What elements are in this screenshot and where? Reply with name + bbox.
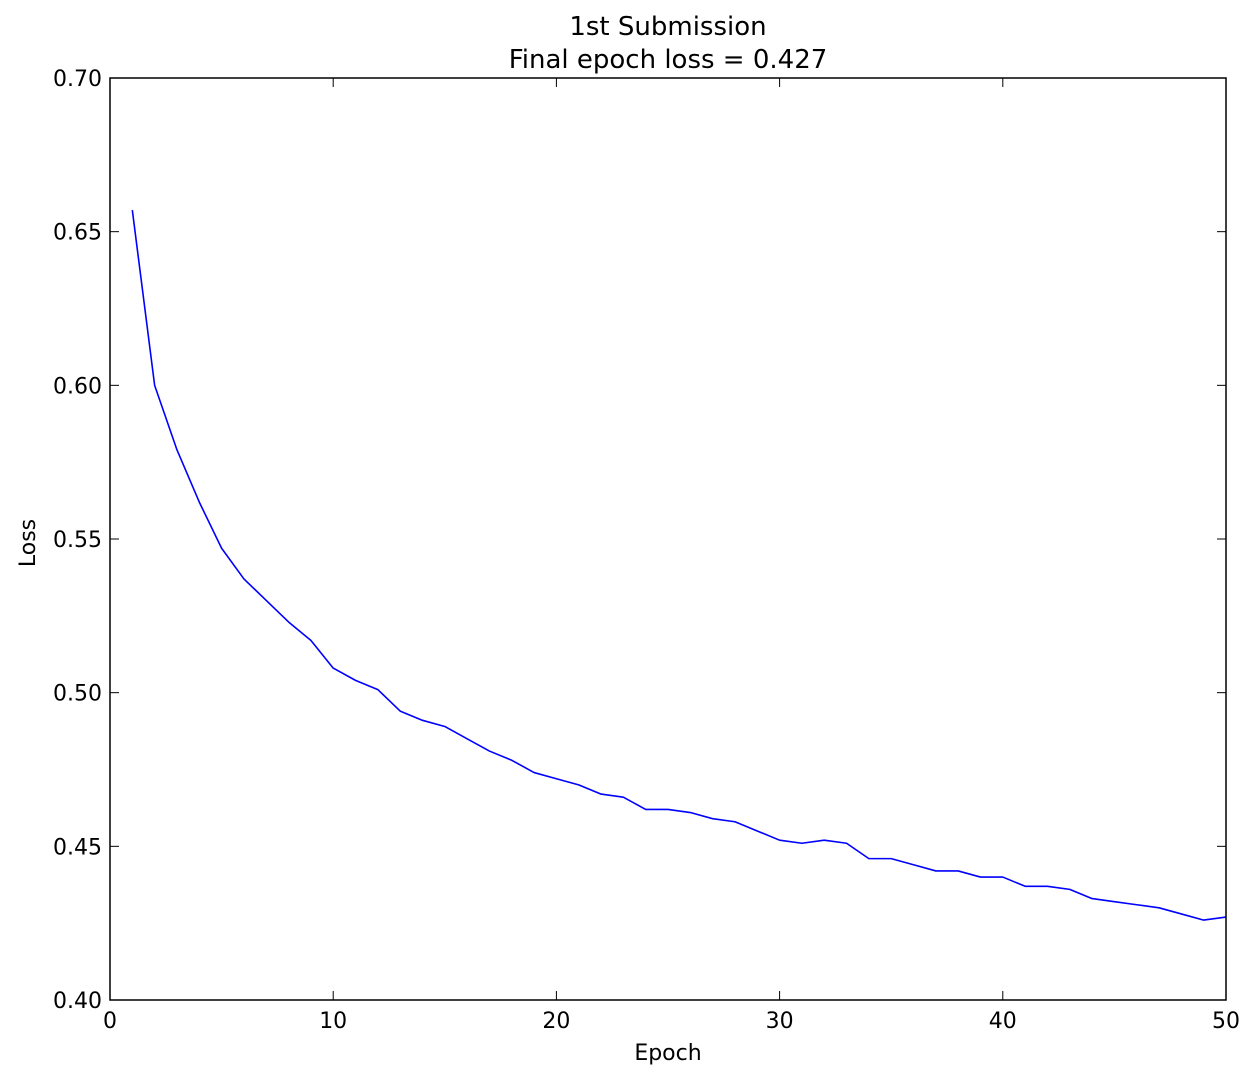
chart-subtitle: Final epoch loss = 0.427 [509,45,828,75]
series-line-0 [131,210,1227,921]
y-tick-label: 0.65 [53,221,102,246]
y-tick-label: 0.55 [53,528,102,553]
x-tick-label: 20 [542,1009,570,1034]
x-tick-label: 40 [989,1009,1017,1034]
y-tick-label: 0.50 [53,682,102,707]
chart-title: 1st Submission [569,12,766,42]
y-tick-label: 0.40 [53,989,102,1014]
x-tick-label: 30 [766,1009,794,1034]
x-tick-label: 10 [319,1009,347,1034]
x-tick-label: 50 [1212,1009,1240,1034]
y-tick-label: 0.60 [53,374,102,399]
y-tick-label: 0.70 [53,67,102,92]
x-axis-label: Epoch [634,1041,701,1066]
x-tick-label: 0 [103,1009,117,1034]
plot-frame [109,77,1227,1001]
y-axis-label: Loss [16,519,41,567]
y-tick-label: 0.45 [53,835,102,860]
